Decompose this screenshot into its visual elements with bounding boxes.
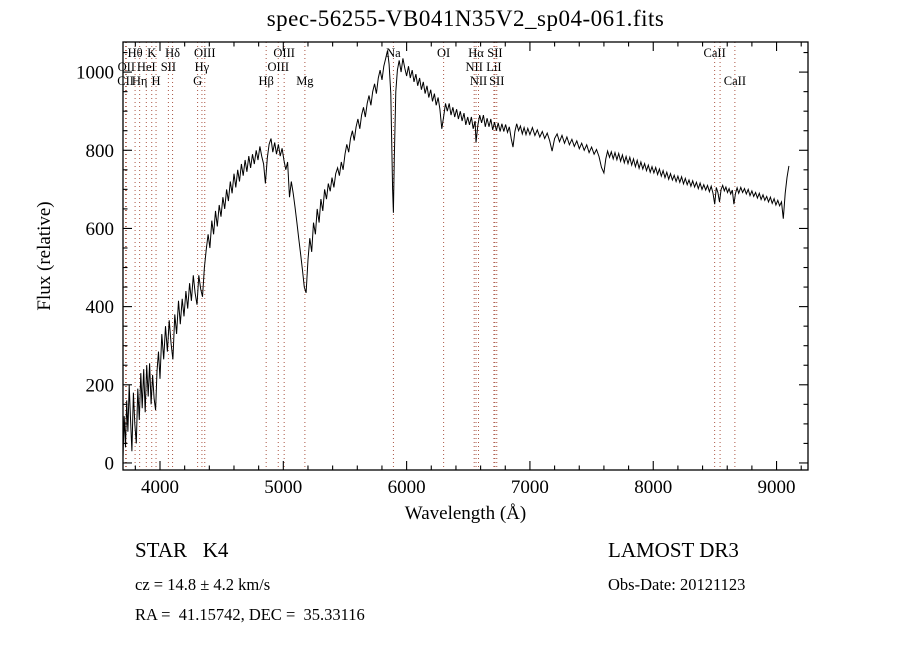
y-tick-label: 400 [86, 297, 115, 318]
spectral-line-label: K [147, 46, 156, 60]
y-tick-label: 0 [105, 453, 115, 474]
y-tick-label: 600 [86, 219, 115, 240]
plot-frame [122, 41, 809, 471]
ra-dec-value: RA = 41.15742, DEC = 35.33116 [135, 605, 365, 624]
spectral-line-label: Na [386, 46, 401, 60]
object-class-label: STAR K4 [135, 538, 229, 562]
spectral-line-label: Hη [132, 74, 148, 88]
spectral-line-label: Hθ [128, 46, 143, 60]
spectral-line-label: OIII [273, 46, 295, 60]
y-tick-label: 200 [86, 375, 115, 396]
spectral-line-label: Mg [296, 74, 314, 88]
spectrum-trace [122, 50, 790, 458]
x-tick-label: 4000 [141, 477, 179, 498]
plot-title: spec-56255-VB041N35V2_sp04-061.fits [266, 6, 665, 31]
spectral-line-label: Hβ [258, 74, 273, 88]
spectral-line-label: OIII [267, 60, 289, 74]
cz-value: cz = 14.8 ± 4.2 km/s [135, 575, 271, 594]
survey-label: LAMOST DR3 [608, 538, 739, 562]
spectral-line-label: SII [161, 60, 176, 74]
x-tick-label: 5000 [264, 477, 302, 498]
spectral-line-label: CaII [704, 46, 726, 60]
x-axis-label: Wavelength (Å) [404, 503, 527, 524]
spectral-line-label: SII [487, 46, 502, 60]
spectral-line-label: HeI [137, 60, 156, 74]
spectral-line-label: Hα [468, 46, 484, 60]
obs-date-value: Obs-Date: 20121123 [608, 575, 746, 594]
x-tick-label: 9000 [758, 477, 796, 498]
spectral-line-label: Hδ [165, 46, 180, 60]
x-tick-label: 6000 [388, 477, 426, 498]
spectral-line-label: CII [117, 74, 134, 88]
x-tick-label: 8000 [634, 477, 672, 498]
spectral-line-label: SII [489, 74, 504, 88]
spectral-line-label: CaII [724, 74, 746, 88]
spectral-line-label: NII [466, 60, 483, 74]
x-tick-label: 7000 [511, 477, 549, 498]
y-tick-label: 1000 [76, 63, 114, 84]
spectral-line-label: LiI [486, 60, 501, 74]
spectral-line-label: OI [437, 46, 450, 60]
spectral-line-label: G [193, 74, 202, 88]
spectral-line-label: NII [470, 74, 487, 88]
spectral-line-label: OII [118, 60, 135, 74]
spectral-line-label: OIII [194, 46, 216, 60]
y-axis-label: Flux (relative) [34, 201, 55, 311]
y-tick-label: 800 [86, 141, 115, 162]
spectral-line-label: Hγ [195, 60, 210, 74]
spectral-line-label: H [152, 74, 161, 88]
